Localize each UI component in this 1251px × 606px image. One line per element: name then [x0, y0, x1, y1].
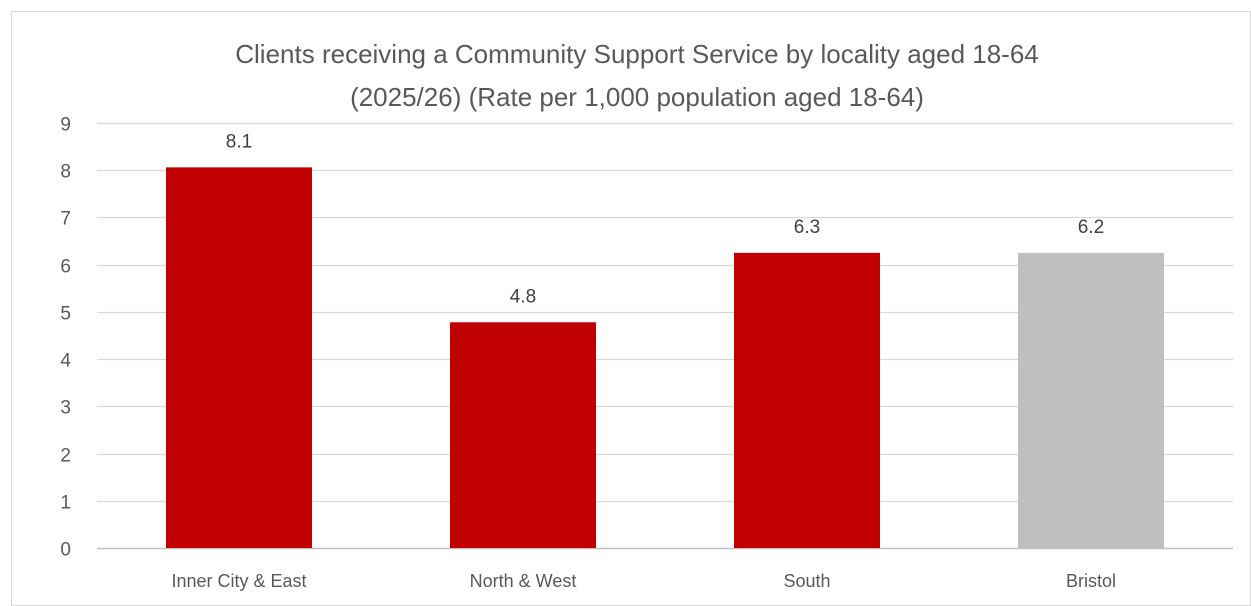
x-tick-label: South — [783, 571, 830, 591]
bar — [166, 167, 312, 548]
data-label: 8.1 — [226, 131, 252, 152]
y-tick-label: 5 — [60, 304, 71, 325]
bar — [450, 322, 596, 548]
bar — [1018, 252, 1164, 548]
y-tick-label: 0 — [60, 540, 71, 561]
y-tick-label: 7 — [60, 209, 71, 230]
y-tick-label: 8 — [60, 162, 71, 183]
bars — [166, 167, 1164, 548]
y-tick-label: 3 — [60, 398, 71, 419]
y-tick-label: 9 — [60, 115, 71, 136]
x-tick-label: North & West — [470, 571, 577, 591]
y-tick-label: 6 — [60, 257, 71, 278]
y-tick-label: 4 — [60, 351, 71, 372]
x-axis-ticks: Inner City & East North & West South Bristo… — [171, 571, 1116, 591]
x-tick-label: Bristol — [1066, 571, 1116, 591]
chart-title-line-1: Clients receiving a Community Support Se… — [235, 39, 1039, 69]
x-tick-label: Inner City & East — [171, 571, 306, 591]
data-labels: 8.1 4.8 6.3 6.2 — [226, 131, 1104, 307]
chart-title: Clients receiving a Community Support Se… — [235, 39, 1039, 112]
y-tick-label: 2 — [60, 446, 71, 467]
data-label: 6.2 — [1078, 217, 1104, 238]
y-axis-ticks: 0 1 2 3 4 5 6 7 8 9 — [60, 115, 71, 561]
data-label: 6.3 — [794, 217, 820, 238]
y-tick-label: 1 — [60, 493, 71, 514]
bar — [734, 252, 880, 548]
chart-title-line-2: (2025/26) (Rate per 1,000 population age… — [350, 82, 924, 112]
data-label: 4.8 — [510, 286, 536, 307]
